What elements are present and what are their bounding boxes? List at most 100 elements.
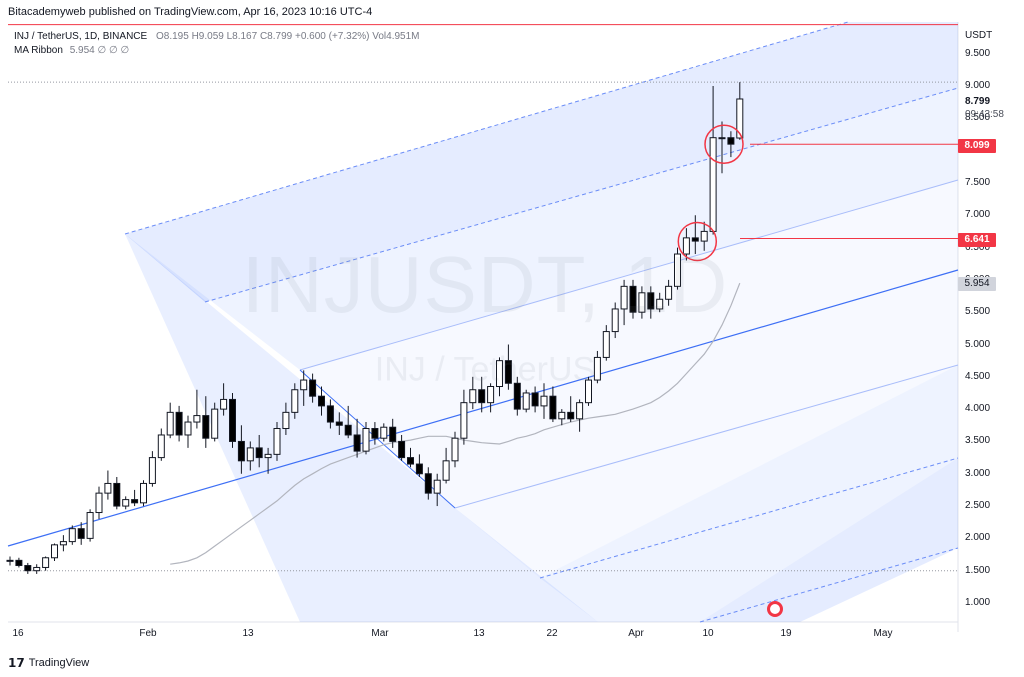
circle-marker-high [704,124,744,164]
symbol-legend[interactable]: INJ / TetherUS, 1D, BINANCE O8.195 H9.05… [14,31,420,42]
tradingview-logo-icon: 𝟭𝟳 [8,656,25,670]
x-tick-label: 13 [242,628,254,639]
candle-up [291,389,299,413]
x-tick-label: 13 [473,628,485,639]
candle-down [202,415,210,439]
y-tick-label: 3.000 [965,467,991,479]
candle-down [691,237,699,242]
candle-up [611,308,619,333]
y-tick-label: 6.500 [965,241,991,253]
y-tick-label: 7.500 [965,176,991,188]
countdown-label: 09:43:58 [965,109,1004,120]
candle-down [255,447,263,459]
candle-up [166,411,174,436]
tradingview-logo[interactable]: 𝟭𝟳 TradingView [8,656,89,670]
candle-down [504,360,512,384]
candle-up [442,460,450,481]
candle-up [59,541,67,546]
candle-up [718,137,726,140]
y-tick-label: 2.000 [965,532,991,544]
candle-down [371,428,379,439]
candle-down [24,565,32,572]
candle-down [15,559,23,567]
channel-median-line [7,269,959,547]
candle-up [682,237,690,255]
candle-down [175,411,183,436]
candle-up [122,499,130,507]
candle-up [6,559,14,562]
candle-up [380,426,388,439]
candle-up [42,557,50,568]
candle-up [33,566,41,572]
candle-down [567,411,575,420]
channel-band-mid-lower [455,272,958,578]
candle-up [246,447,254,462]
candle-up [674,253,681,287]
candle-up [602,331,610,358]
candle-down [727,137,735,145]
level-high-tag: 8.099 [958,139,996,153]
level-low-tag: 6.641 [958,233,996,247]
candle-up [709,137,717,232]
x-tick-label: 22 [546,628,558,639]
x-tick-label: May [873,628,893,639]
candle-up [211,408,219,439]
publisher-header: Bitacademyweb published on TradingView.c… [8,6,373,18]
candle-up [451,437,459,462]
y-tick-label: 5.500 [965,306,991,318]
candle-down [229,398,236,442]
candle-up [469,389,477,404]
candle-up [140,482,147,504]
symbol-watermark: INJUSDT, 1D [241,240,729,329]
candle-up [184,421,192,436]
candle-up [68,528,76,543]
ma-ribbon-label: MA Ribbon [14,45,63,56]
candle-down [77,528,85,539]
y-tick-label: 9.000 [965,80,991,91]
y-tick-label: 1.500 [965,564,991,576]
candle-down [335,421,343,426]
candle-down [478,389,486,404]
candle-up [736,98,744,139]
circle-marker-low [677,221,718,262]
candle-up [273,428,281,455]
y-tick-label: 4.500 [965,370,991,382]
candle-up [95,492,103,514]
y-tick-label: 2.500 [965,500,991,512]
candle-down [513,382,521,410]
candle-down [549,395,557,420]
candle-up [522,392,530,410]
candle-up [593,356,601,381]
channel-band-lower [540,365,958,622]
channel-handle-fill [125,234,598,622]
currency-label: USDT [965,30,993,41]
candle-up [300,379,308,391]
ma-price-tag: 5.954 [958,277,996,291]
candle-up [86,512,94,539]
channel-line-upper [204,87,959,303]
y-tick-label: 4.000 [965,403,991,415]
x-tick-label: Mar [371,628,389,639]
candle-up [656,298,664,310]
candle-up [576,402,584,420]
candle-down [318,395,325,407]
candle-down [424,473,432,494]
candle-down [353,434,361,452]
x-tick-label: 19 [780,628,792,639]
indicator-legend[interactable]: MA Ribbon 5.954 ∅ ∅ ∅ [14,45,129,56]
candle-down [344,424,352,436]
channel-line-bottom [699,547,959,623]
candle-up [282,411,290,430]
candle-up [540,395,548,407]
candle-up [665,285,673,300]
symbol-watermark-sub: INJ / TetherUS [374,350,596,389]
candle-up [585,379,592,404]
candle-up [487,386,495,404]
tradingview-logo-text: TradingView [28,657,90,669]
x-tick-label: Feb [139,628,157,639]
candle-up [264,453,272,459]
channel-band-mid-upper [125,88,958,370]
candle-down [131,499,139,504]
channel-band-bottom [700,458,958,622]
